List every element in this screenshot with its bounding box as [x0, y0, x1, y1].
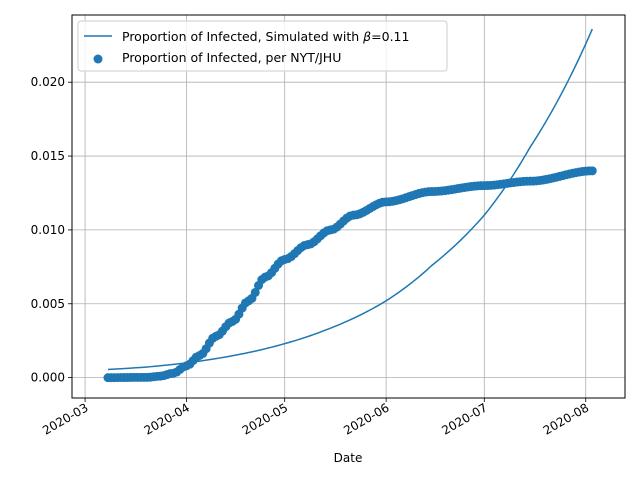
x-axis-label: Date [334, 451, 363, 465]
legend: Proportion of Infected, Simulated with β… [77, 20, 448, 72]
observed-infected-point [587, 166, 597, 176]
y-tick-label: 0.000 [31, 371, 65, 385]
y-tick-label: 0.010 [31, 223, 65, 237]
grid [72, 15, 625, 398]
legend-box [77, 20, 448, 72]
y-tick-label: 0.005 [31, 297, 65, 311]
y-tick-label: 0.020 [31, 75, 65, 89]
plot-frame [71, 14, 626, 399]
y-tick-label: 0.015 [31, 149, 65, 163]
y-axis-ticks: 0.000 0.005 0.010 0.015 0.020 [31, 75, 72, 385]
scatter-series [103, 166, 597, 383]
legend-line-label: Proportion of Infected, Simulated with β… [122, 29, 409, 44]
observed-infected-point [250, 287, 260, 297]
legend-scatter-label: Proportion of Infected, per NYT/JHU [122, 50, 341, 65]
legend-scatter-swatch [93, 54, 103, 64]
